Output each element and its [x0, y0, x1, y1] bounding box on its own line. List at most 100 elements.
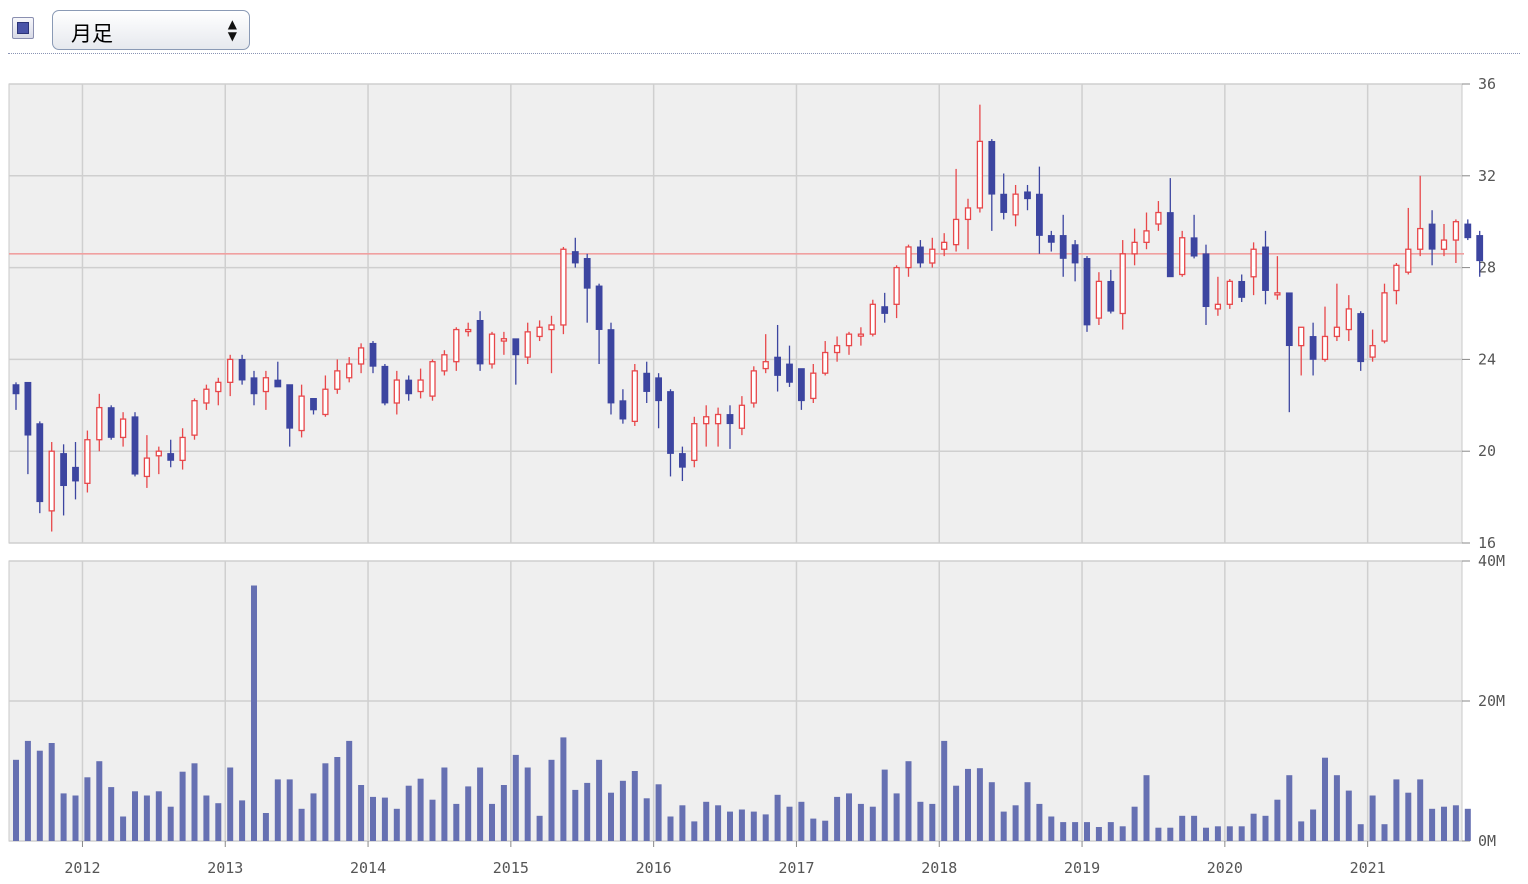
candle-body	[1476, 235, 1484, 262]
volume-bar	[1119, 826, 1126, 841]
candle	[476, 311, 484, 371]
candle-body	[988, 140, 996, 195]
price-tick-label: 16	[1478, 534, 1496, 552]
volume-bar	[1310, 809, 1317, 841]
candle-body	[1143, 230, 1150, 244]
candle-body	[1369, 344, 1376, 358]
x-tick-label: 2021	[1350, 859, 1386, 877]
candle	[429, 359, 436, 401]
candle	[1083, 256, 1091, 332]
volume-bar	[762, 814, 769, 841]
volume-bar	[1155, 827, 1162, 841]
chart-toggle-icon[interactable]	[12, 17, 34, 39]
candle	[155, 446, 162, 475]
volume-bar	[1131, 806, 1138, 841]
volume-bar	[512, 754, 519, 841]
candle	[667, 389, 674, 477]
candle-body	[381, 365, 389, 404]
candle-body	[607, 329, 615, 404]
candle-body	[941, 241, 948, 250]
x-tick-label: 2013	[207, 859, 243, 877]
candle	[1274, 256, 1281, 300]
candle-body	[786, 363, 793, 383]
x-tick-label: 2016	[636, 859, 672, 877]
candle-body	[453, 328, 460, 363]
candle-body	[571, 251, 579, 264]
candle	[262, 370, 270, 410]
candle	[298, 384, 305, 438]
candle-body	[536, 326, 543, 338]
candle	[822, 341, 829, 376]
volume-bar	[1107, 822, 1114, 841]
candle-body	[1285, 292, 1293, 347]
volume-bar	[72, 795, 79, 841]
volume-bar	[619, 780, 626, 841]
candle	[1345, 295, 1352, 342]
candle-body	[1190, 237, 1198, 257]
candle	[322, 375, 329, 417]
candle-body	[524, 331, 531, 358]
candle-body	[96, 406, 103, 441]
candle	[84, 430, 91, 493]
candle	[1321, 306, 1329, 362]
candle-body	[1059, 235, 1067, 259]
volume-bar	[489, 803, 495, 841]
candle-body	[429, 361, 436, 397]
candle-body	[60, 453, 67, 487]
candle	[691, 416, 698, 468]
candle	[1071, 240, 1079, 282]
volume-bar	[548, 759, 555, 841]
volume-bar	[84, 777, 91, 841]
candle-body	[203, 388, 210, 404]
period-select[interactable]: 月足 ▲ ▼	[52, 10, 250, 50]
candle	[36, 421, 44, 514]
candle-body	[738, 404, 746, 429]
candle	[1476, 230, 1484, 277]
volume-bar	[774, 794, 781, 841]
candle	[536, 320, 543, 342]
candle-body	[1083, 258, 1091, 326]
candle-body	[1274, 292, 1281, 296]
candle	[1143, 212, 1150, 250]
candle	[1166, 178, 1174, 278]
volume-bar	[1429, 808, 1436, 841]
candle-body	[143, 457, 151, 478]
candle	[1309, 322, 1317, 376]
candle	[1285, 292, 1293, 413]
volume-bar	[572, 789, 579, 841]
volume-bar	[1333, 775, 1340, 841]
volume-bar	[239, 800, 246, 841]
candle-body	[215, 381, 222, 393]
candle-body	[286, 384, 294, 429]
candle	[833, 336, 841, 362]
volume-bar	[703, 801, 710, 841]
candle	[917, 240, 924, 268]
candle-body	[488, 333, 496, 365]
candle-body	[465, 328, 472, 333]
candle-body	[560, 248, 567, 326]
volume-bar	[893, 793, 900, 841]
volume-bar	[453, 803, 460, 841]
candle	[1369, 329, 1376, 362]
candle	[988, 139, 996, 231]
candle-body	[119, 418, 127, 439]
candle-body	[869, 303, 876, 335]
candle	[845, 331, 853, 355]
candle-body	[12, 384, 20, 395]
volume-bar	[846, 793, 852, 841]
volume-bar	[1393, 779, 1400, 841]
candle	[441, 350, 448, 376]
candle-body	[583, 258, 591, 289]
candle-body	[1393, 264, 1400, 292]
candle-body	[810, 372, 817, 400]
candle	[1179, 230, 1186, 277]
volume-bar	[869, 806, 876, 841]
candle	[1250, 242, 1257, 296]
volume-bar	[905, 761, 912, 841]
volume-bar	[1417, 779, 1424, 841]
volume-bar	[1322, 757, 1328, 841]
price-tick-label: 28	[1478, 259, 1496, 277]
candle	[1452, 219, 1460, 264]
candle	[1024, 184, 1031, 211]
candle-body	[857, 333, 865, 337]
